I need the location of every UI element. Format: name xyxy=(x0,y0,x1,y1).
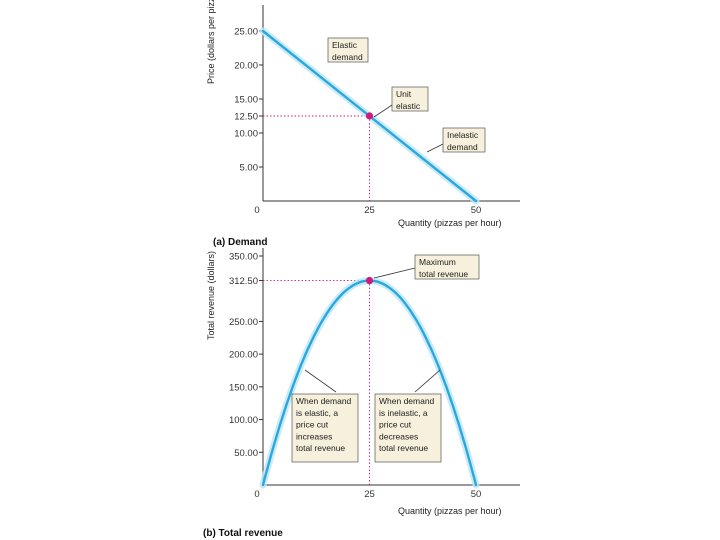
demand-x-tick-label: 25 xyxy=(364,205,375,216)
revenue-highlight-point xyxy=(365,276,374,285)
revenue-y-tick-label: 350.00 xyxy=(229,252,258,263)
revenue-y-tick-label: 50.00 xyxy=(234,448,258,459)
demand-note-line: demand xyxy=(332,52,363,62)
demand-guides xyxy=(263,115,370,201)
revenue-note-box xyxy=(414,254,480,280)
revenue-x-tick-label: 25 xyxy=(364,489,375,500)
revenue-y-axis-label: Total revenue (dollars) xyxy=(206,251,216,340)
revenue-note-line: When demand xyxy=(379,396,435,406)
demand-y-tick-label: 5.00 xyxy=(240,163,259,174)
revenue-y-tick-label: 250.00 xyxy=(229,317,258,328)
demand-x-axis-label: Quantity (pizzas per hour) xyxy=(398,218,502,228)
demand-x-tick-label: 0 xyxy=(254,205,259,216)
revenue-ticks: 50.00 100.00 150.00 200.00 250.00 312.50 350.0… xyxy=(229,252,481,501)
revenue-y-tick-label: 100.00 xyxy=(229,415,258,426)
revenue-note-line: is elastic, a xyxy=(296,408,338,418)
revenue-chart: Total revenue (dollars) Quantity (pizzas… xyxy=(203,248,520,539)
revenue-note-leader xyxy=(304,369,337,393)
revenue-x-tick-label: 50 xyxy=(471,489,482,500)
demand-note-line: elastic xyxy=(396,101,421,111)
demand-chart: Price (dollars per pizza) Quantity (pizz… xyxy=(206,0,520,248)
demand-highlight-point xyxy=(365,112,374,120)
demand-note-line: Unit xyxy=(396,89,412,99)
demand-y-axis-label: Price (dollars per pizza) xyxy=(206,0,216,84)
demand-notes: Elastic demand Unit elastic Inelastic demand xyxy=(327,37,486,153)
demand-y-tick-label: 10.00 xyxy=(234,129,258,140)
demand-x-tick-label: 50 xyxy=(471,205,482,216)
revenue-note-line: total revenue xyxy=(296,443,345,453)
revenue-x-tick-label: 0 xyxy=(254,489,259,500)
revenue-note-line: Maximum xyxy=(419,257,456,267)
revenue-note-line: is inelastic, a xyxy=(379,408,428,418)
revenue-note-box xyxy=(374,393,442,463)
demand-panel-label: (a) Demand xyxy=(213,237,267,248)
demand-note-leader xyxy=(426,143,444,153)
revenue-y-tick-label: 200.00 xyxy=(229,350,258,361)
revenue-y-tick-label: 150.00 xyxy=(229,382,258,393)
revenue-note-line: total revenue xyxy=(379,443,428,453)
revenue-note-line: price cut xyxy=(379,420,412,430)
revenue-note-line: decreases xyxy=(379,431,418,441)
demand-y-tick-label: 15.00 xyxy=(234,95,258,106)
demand-note-box xyxy=(442,127,486,153)
revenue-note-line: total revenue xyxy=(419,269,468,279)
revenue-note-leader xyxy=(373,267,416,279)
demand-y-tick-label: 20.00 xyxy=(234,61,258,72)
revenue-series xyxy=(259,276,480,489)
revenue-guides xyxy=(263,280,370,485)
revenue-note-line: increases xyxy=(296,431,332,441)
revenue-note-line: When demand xyxy=(296,396,352,406)
demand-series xyxy=(259,27,480,205)
demand-ticks: 5.00 10.00 12.50 15.00 20.00 25.00 0 25 50 xyxy=(234,27,481,217)
revenue-note-box xyxy=(291,393,359,463)
revenue-panel-label: (b) Total revenue xyxy=(203,528,283,539)
revenue-y-tick-label: 312.50 xyxy=(229,276,258,287)
demand-note-line: Elastic xyxy=(332,40,358,50)
demand-y-tick-label: 12.50 xyxy=(234,112,258,123)
revenue-note-leader xyxy=(414,369,441,393)
demand-note-line: Inelastic xyxy=(447,130,479,140)
demand-note-line: demand xyxy=(447,142,478,152)
demand-note-box xyxy=(327,37,369,63)
demand-note-box xyxy=(391,86,429,112)
demand-y-tick-label: 25.00 xyxy=(234,27,258,38)
revenue-notes: Maximum total revenue When demand is elasti… xyxy=(291,254,480,463)
revenue-note-line: price cut xyxy=(296,420,329,430)
demand-note-leader xyxy=(373,104,393,118)
revenue-x-axis-label: Quantity (pizzas per hour) xyxy=(398,506,502,516)
